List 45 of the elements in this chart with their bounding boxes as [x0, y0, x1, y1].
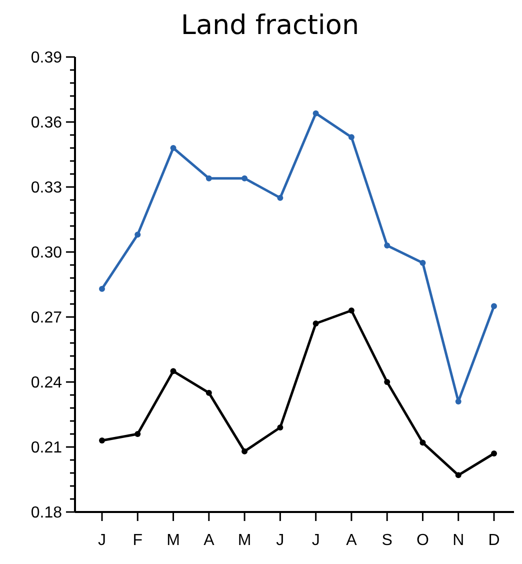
- point: [420, 440, 426, 446]
- point: [420, 260, 426, 266]
- point: [242, 448, 248, 454]
- point: [491, 450, 497, 456]
- y-tick-label: 0.36: [30, 114, 62, 132]
- y-tick-label: 0.39: [30, 50, 62, 67]
- point: [277, 424, 284, 430]
- x-tick-label: J: [276, 532, 284, 549]
- point: [348, 134, 354, 140]
- point: [99, 286, 105, 292]
- point: [348, 308, 354, 314]
- y-tick-label: 0.30: [30, 244, 62, 262]
- y-tick-label: 0.24: [30, 374, 62, 392]
- point: [277, 194, 284, 201]
- point: [491, 303, 497, 310]
- y-tick-label: 0.27: [30, 310, 62, 327]
- point: [206, 390, 212, 396]
- x-tick-label: A: [204, 532, 215, 549]
- x-tick-label: N: [452, 532, 464, 549]
- point: [455, 398, 462, 404]
- y-tick-label: 0.33: [30, 180, 62, 197]
- point: [170, 145, 176, 151]
- x-tick-label: F: [132, 532, 143, 549]
- point: [312, 320, 319, 326]
- x-tick-label: J: [98, 532, 106, 549]
- point: [242, 175, 248, 182]
- x-tick-label: A: [346, 532, 358, 549]
- y-tick-label: 0.18: [30, 504, 62, 522]
- point: [206, 175, 212, 182]
- x-tick-label: J: [312, 532, 320, 549]
- x-tick-label: O: [416, 532, 429, 549]
- x-tick-label: M: [238, 532, 252, 549]
- point: [384, 379, 390, 385]
- chart-title: Land fraction: [180, 10, 360, 41]
- point: [312, 110, 319, 116]
- x-tick-label: M: [166, 532, 180, 549]
- point: [134, 431, 141, 437]
- x-tick-label: S: [382, 532, 392, 549]
- point: [134, 232, 141, 238]
- x-tick-label: D: [488, 532, 500, 549]
- point: [455, 472, 462, 478]
- point: [99, 438, 105, 444]
- point: [384, 242, 390, 248]
- y-tick-label: 0.21: [30, 440, 62, 457]
- point: [170, 368, 176, 374]
